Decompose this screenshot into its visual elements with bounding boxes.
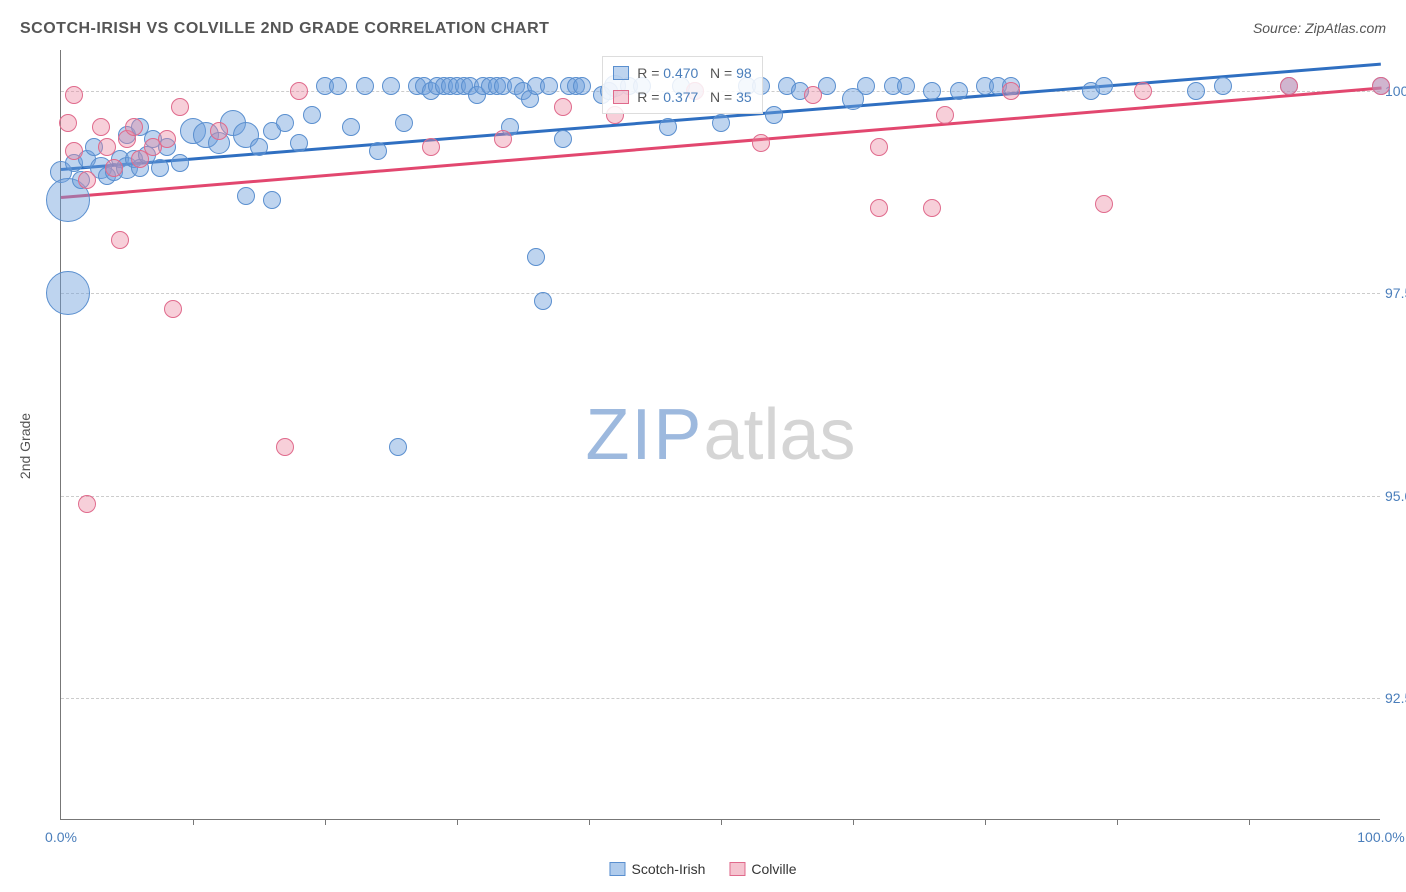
data-point	[554, 98, 572, 116]
data-point	[1187, 82, 1205, 100]
data-point	[158, 130, 176, 148]
data-point	[125, 118, 143, 136]
stats-legend-row: R = 0.377 N = 35	[613, 85, 751, 109]
data-point	[540, 77, 558, 95]
data-point	[389, 438, 407, 456]
watermark-zip: ZIP	[585, 395, 703, 475]
bottom-legend: Scotch-Irish Colville	[609, 861, 796, 877]
data-point	[573, 77, 591, 95]
data-point	[111, 231, 129, 249]
gridline	[61, 698, 1380, 699]
data-point	[554, 130, 572, 148]
x-tick	[985, 819, 986, 825]
data-point	[290, 134, 308, 152]
source-label: Source: ZipAtlas.com	[1253, 20, 1386, 36]
stats-legend-row: R = 0.470 N = 98	[613, 61, 751, 85]
legend-label: Scotch-Irish	[631, 861, 705, 877]
data-point	[263, 191, 281, 209]
chart-title: SCOTCH-IRISH VS COLVILLE 2ND GRADE CORRE…	[20, 20, 549, 38]
data-point	[712, 114, 730, 132]
data-point	[950, 82, 968, 100]
data-point	[765, 106, 783, 124]
data-point	[1095, 77, 1113, 95]
data-point	[46, 271, 90, 315]
data-point	[1214, 77, 1232, 95]
x-tick	[1249, 819, 1250, 825]
x-tick	[193, 819, 194, 825]
legend-swatch	[613, 66, 629, 80]
y-tick-label: 97.5%	[1385, 285, 1406, 301]
y-tick-label: 92.5%	[1385, 690, 1406, 706]
x-tick	[1117, 819, 1118, 825]
stats-legend: R = 0.470 N = 98 R = 0.377 N = 35	[602, 56, 762, 114]
legend-label: Colville	[751, 861, 796, 877]
x-tick	[853, 819, 854, 825]
watermark: ZIPatlas	[585, 394, 855, 476]
data-point	[870, 138, 888, 156]
data-point	[534, 292, 552, 310]
data-point	[171, 98, 189, 116]
y-axis-label: 2nd Grade	[17, 413, 33, 479]
data-point	[659, 118, 677, 136]
data-point	[276, 438, 294, 456]
stats-legend-text: R = 0.470 N = 98	[637, 65, 751, 81]
data-point	[494, 130, 512, 148]
data-point	[356, 77, 374, 95]
data-point	[897, 77, 915, 95]
data-point	[1280, 77, 1298, 95]
legend-item: Scotch-Irish	[609, 861, 705, 877]
legend-item: Colville	[729, 861, 796, 877]
data-point	[237, 187, 255, 205]
data-point	[395, 114, 413, 132]
watermark-atlas: atlas	[703, 395, 855, 475]
x-tick	[325, 819, 326, 825]
gridline	[61, 496, 1380, 497]
data-point	[923, 199, 941, 217]
chart-plot-area: ZIPatlas 100.0%97.5%95.0%92.5%0.0%100.0%…	[60, 50, 1380, 820]
legend-swatch	[613, 90, 629, 104]
data-point	[65, 142, 83, 160]
legend-swatch	[609, 862, 625, 876]
stats-legend-text: R = 0.377 N = 35	[637, 89, 751, 105]
x-tick	[721, 819, 722, 825]
data-point	[329, 77, 347, 95]
data-point	[422, 138, 440, 156]
data-point	[804, 86, 822, 104]
data-point	[1095, 195, 1113, 213]
data-point	[527, 248, 545, 266]
data-point	[1372, 77, 1390, 95]
y-tick-label: 95.0%	[1385, 488, 1406, 504]
x-tick-label: 0.0%	[45, 829, 77, 845]
x-tick	[589, 819, 590, 825]
data-point	[92, 118, 110, 136]
data-point	[382, 77, 400, 95]
data-point	[936, 106, 954, 124]
data-point	[752, 134, 770, 152]
data-point	[342, 118, 360, 136]
data-point	[870, 199, 888, 217]
x-tick	[457, 819, 458, 825]
data-point	[105, 159, 123, 177]
data-point	[164, 300, 182, 318]
data-point	[78, 495, 96, 513]
data-point	[303, 106, 321, 124]
data-point	[65, 86, 83, 104]
data-point	[250, 138, 268, 156]
data-point	[369, 142, 387, 160]
data-point	[290, 82, 308, 100]
data-point	[1134, 82, 1152, 100]
data-point	[98, 138, 116, 156]
legend-swatch	[729, 862, 745, 876]
x-tick-label: 100.0%	[1357, 829, 1404, 845]
data-point	[210, 122, 228, 140]
data-point	[78, 171, 96, 189]
data-point	[59, 114, 77, 132]
gridline	[61, 293, 1380, 294]
data-point	[171, 154, 189, 172]
data-point	[857, 77, 875, 95]
data-point	[151, 159, 169, 177]
data-point	[276, 114, 294, 132]
data-point	[923, 82, 941, 100]
data-point	[1002, 82, 1020, 100]
